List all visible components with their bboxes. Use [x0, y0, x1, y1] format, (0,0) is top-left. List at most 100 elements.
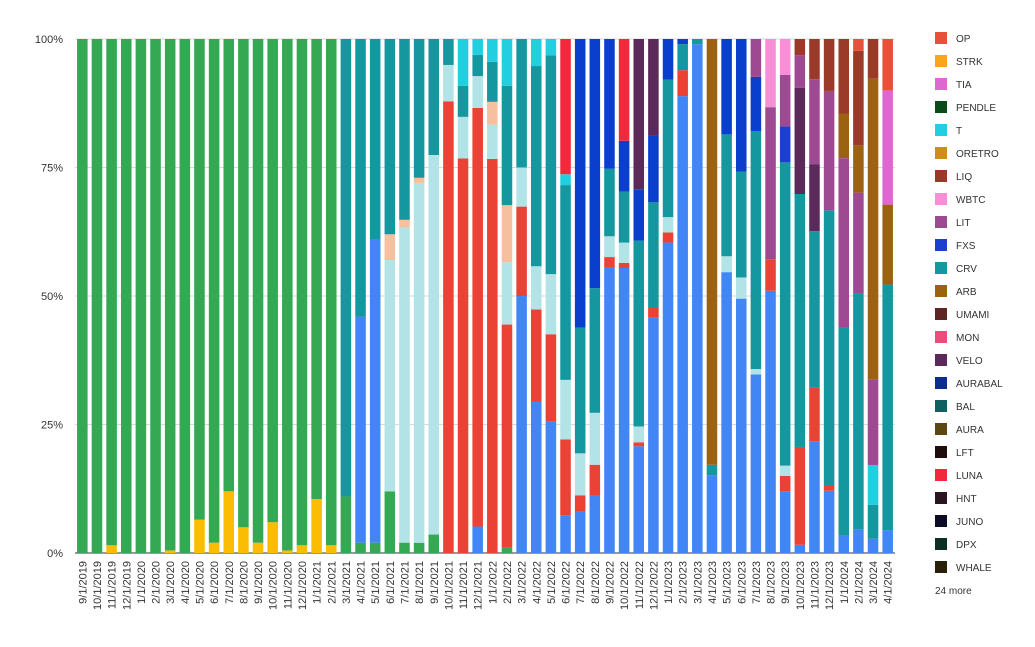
bar-segment: [560, 379, 571, 440]
legend-item[interactable]: LIT: [935, 216, 970, 229]
bar-segment: [384, 234, 396, 261]
legend-item[interactable]: BAL: [935, 400, 975, 413]
legend-label: OP: [956, 34, 971, 45]
x-tick-label: 10/1/2020: [268, 561, 280, 610]
legend-item[interactable]: OP: [935, 32, 971, 45]
bar-segment: [106, 39, 117, 546]
bar-segment: [633, 426, 645, 443]
x-tick-label: 1/1/2024: [839, 561, 851, 604]
x-tick-label: 1/1/2022: [487, 561, 499, 604]
legend-item[interactable]: AURA: [935, 423, 984, 436]
bar-segment: [135, 39, 147, 553]
legend-item[interactable]: DPX: [935, 538, 977, 551]
legend-label: WHALE: [956, 563, 992, 574]
legend-swatch: [935, 32, 947, 44]
legend-item[interactable]: AURABAL: [935, 377, 1003, 390]
legend-item[interactable]: MON: [935, 331, 979, 344]
legend-label: FXS: [956, 241, 976, 252]
legend-item[interactable]: LUNA: [935, 469, 983, 482]
bar-segment: [472, 526, 483, 553]
bar-segment: [457, 158, 469, 554]
legend-item[interactable]: T: [935, 124, 962, 137]
bar-segment: [867, 504, 879, 539]
bar-segment: [809, 387, 820, 442]
bar-segment: [560, 174, 571, 186]
legend-item[interactable]: LFT: [935, 446, 974, 459]
bar-segment: [706, 475, 718, 553]
legend-item[interactable]: CRV: [935, 262, 977, 275]
bar-segment: [589, 39, 601, 289]
bar-segment: [589, 288, 601, 413]
bar-segment: [633, 39, 645, 190]
x-tick-label: 2/1/2024: [853, 561, 865, 604]
bar-segment: [208, 542, 220, 553]
bar-segment: [735, 39, 747, 172]
x-tick-label: 10/1/2021: [443, 561, 455, 610]
x-tick-label: 7/1/2021: [399, 561, 411, 604]
legend-swatch: [935, 55, 947, 67]
legend-item[interactable]: ORETRO: [935, 147, 999, 160]
bar-segment: [618, 140, 630, 192]
bar-segment: [765, 290, 776, 553]
bar-segment: [501, 39, 513, 86]
legend-swatch: [935, 515, 947, 527]
bar-segment: [252, 39, 264, 543]
legend-item[interactable]: FXS: [935, 239, 976, 252]
legend-item[interactable]: WBTC: [935, 193, 985, 206]
bar-segment: [589, 464, 601, 496]
bar-segment: [618, 262, 630, 269]
bar-segment: [721, 256, 732, 273]
bar-segment: [809, 164, 820, 232]
legend[interactable]: OP STRK TIA PENDLE T ORETRO LIQ WBTC LIT FXS CRV AR…: [935, 32, 1003, 597]
x-tick-label: 9/1/2020: [253, 561, 265, 604]
bar-segment: [721, 39, 732, 135]
legend-swatch: [935, 561, 947, 573]
bar-segment: [472, 76, 483, 108]
bar-segment: [150, 39, 161, 553]
x-tick-label: 8/1/2021: [414, 561, 426, 604]
legend-more-link[interactable]: 24 more: [935, 586, 972, 597]
bar-segment: [633, 189, 645, 241]
bar-segment: [428, 534, 440, 553]
x-tick-label: 2/1/2022: [502, 561, 514, 604]
bar-segment: [560, 39, 571, 175]
legend-item[interactable]: UMAMI: [935, 308, 989, 321]
bar-segment: [648, 39, 659, 136]
bar-segment: [604, 236, 615, 258]
x-tick-label: 4/1/2020: [180, 561, 192, 604]
legend-item[interactable]: STRK: [935, 55, 983, 68]
bars: [77, 39, 893, 554]
bar-segment: [779, 74, 791, 127]
bar-segment: [501, 205, 513, 263]
bar-segment: [882, 90, 893, 205]
legend-swatch: [935, 538, 947, 550]
bar-segment: [648, 317, 659, 553]
x-tick-label: 7/1/2020: [224, 561, 236, 604]
bar-segment: [794, 544, 806, 553]
x-tick-label: 4/1/2024: [883, 561, 895, 604]
bar-segment: [399, 219, 410, 228]
x-tick-label: 1/1/2020: [136, 561, 148, 604]
bar-segment: [882, 39, 893, 91]
bar-segment: [399, 227, 410, 543]
legend-item[interactable]: ARB: [935, 285, 977, 298]
legend-item[interactable]: HNT: [935, 492, 977, 505]
bar-segment: [77, 39, 88, 553]
legend-item[interactable]: PENDLE: [935, 101, 996, 114]
bar-segment: [516, 167, 527, 207]
legend-item[interactable]: LIQ: [935, 170, 972, 183]
bar-segment: [648, 202, 659, 309]
bar-segment: [838, 327, 850, 536]
legend-item[interactable]: WHALE: [935, 561, 992, 574]
x-tick-label: 2/1/2021: [326, 561, 338, 604]
legend-item[interactable]: TIA: [935, 78, 972, 91]
x-tick-label: 12/1/2019: [121, 561, 133, 610]
bar-segment: [633, 442, 645, 447]
bar-segment: [472, 39, 483, 55]
legend-item[interactable]: VELO: [935, 354, 983, 367]
legend-item[interactable]: JUNO: [935, 515, 983, 528]
bar-segment: [721, 134, 732, 257]
bar-segment: [574, 511, 586, 553]
bar-segment: [721, 272, 732, 553]
bar-segment: [545, 334, 557, 422]
